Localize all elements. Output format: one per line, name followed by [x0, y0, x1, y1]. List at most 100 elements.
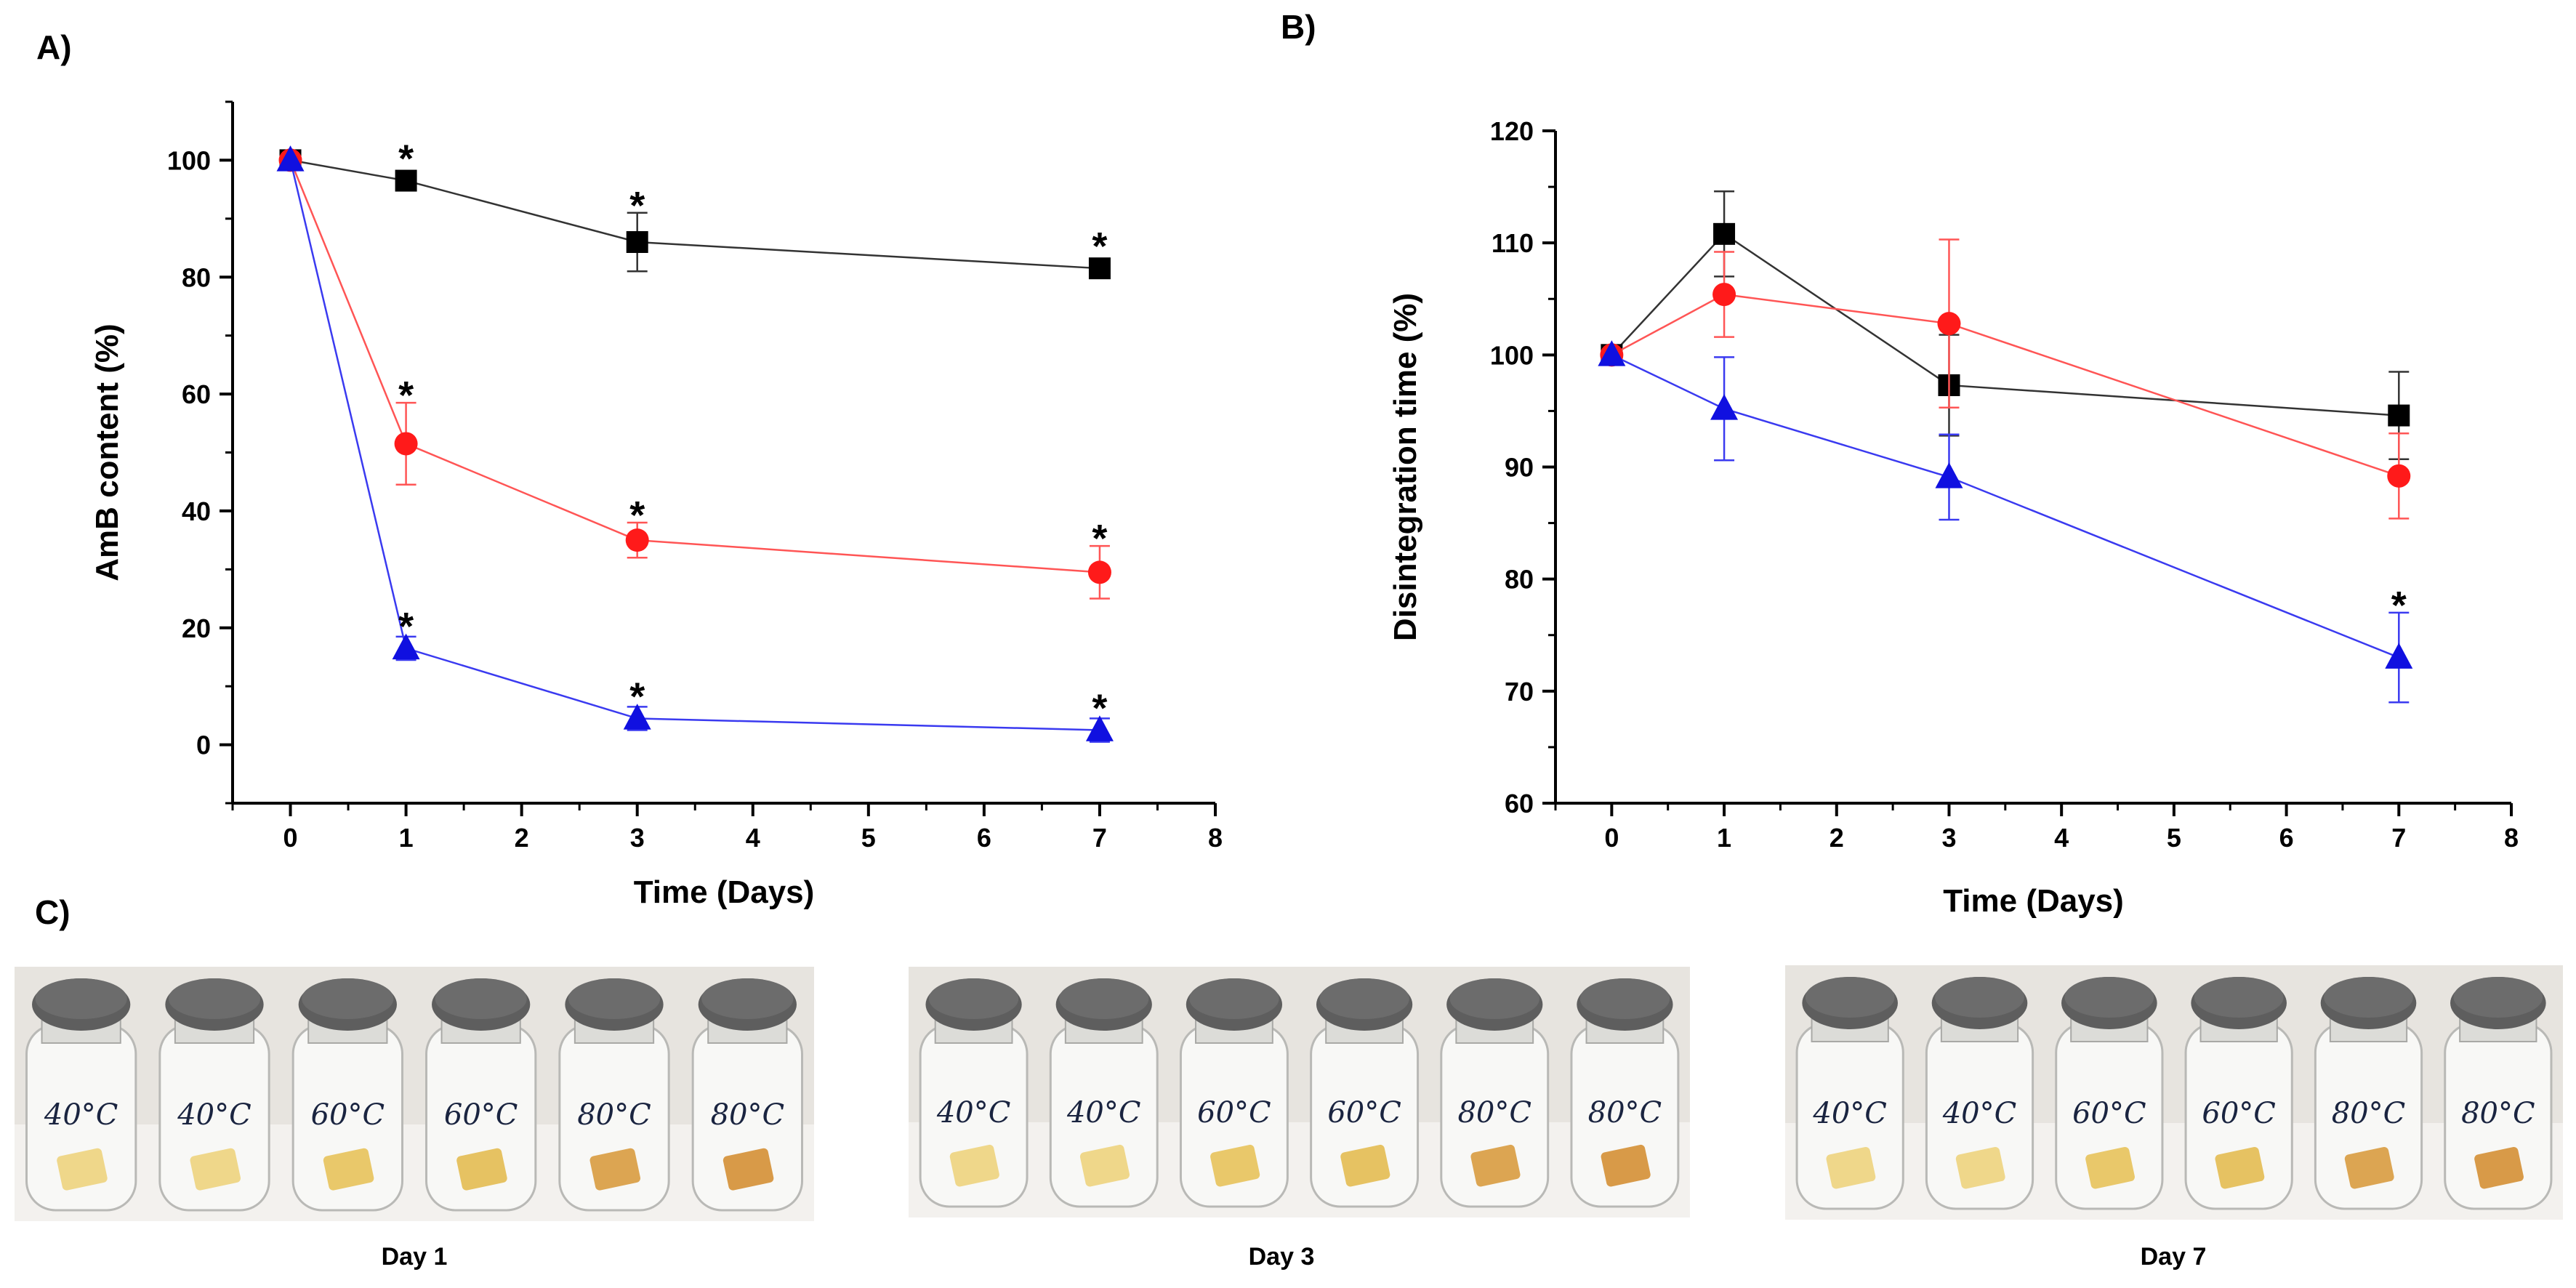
vial: 60°C — [425, 978, 537, 1212]
x-tick-label: 6 — [2279, 823, 2294, 853]
panel-label-c: C) — [35, 893, 71, 931]
vial: 60°C — [291, 978, 403, 1212]
significance-star: * — [629, 675, 645, 718]
x-axis-title: Time (Days) — [1943, 883, 2124, 919]
film-sample — [1079, 1144, 1130, 1187]
x-tick-label: 6 — [977, 823, 991, 853]
y-tick-label: 100 — [167, 145, 211, 175]
x-tick-label: 7 — [2391, 823, 2406, 853]
vial-label: 80°C — [2461, 1097, 2535, 1130]
vial-cap-top — [35, 978, 127, 1019]
y-tick-label: 110 — [1492, 228, 1534, 258]
caption-day-3: Day 3 — [1248, 1243, 1315, 1271]
significance-star: * — [2391, 584, 2407, 627]
bench-surface — [15, 1124, 814, 1221]
significance-star: * — [1092, 225, 1107, 268]
vial-cap-top — [1935, 977, 2024, 1018]
vial-label: 80°C — [577, 1098, 651, 1132]
significance-star: * — [629, 184, 645, 228]
data-point-square — [395, 169, 417, 192]
vial: 80°C — [558, 978, 670, 1212]
photo-day-1: 40°C 40°C 60°C 60°C 80°C 80°C — [15, 967, 814, 1221]
film-sample — [2474, 1146, 2524, 1189]
vial: 40°C — [158, 978, 270, 1212]
vial-cap-top — [435, 978, 527, 1019]
vials-day-7: 40°C 40°C 60°C 60°C 80°C 80°C — [1785, 965, 2563, 1220]
y-tick-label: 0 — [196, 730, 211, 760]
vial-label: 80°C — [1588, 1096, 1662, 1130]
film-sample — [2215, 1146, 2265, 1189]
vial-cap-top — [2194, 977, 2284, 1018]
data-point-triangle — [1085, 715, 1114, 741]
x-tick-label: 7 — [1092, 823, 1107, 853]
series-triangle: * * * — [276, 145, 1114, 743]
y-axis-title: Disintegration time (%) — [1388, 293, 1423, 641]
vial: 80°C — [1440, 978, 1550, 1208]
film-sample — [1210, 1144, 1260, 1187]
vial-label: 40°C — [44, 1098, 118, 1132]
photo-day-7: 40°C 40°C 60°C 60°C 80°C 80°C — [1785, 965, 2563, 1220]
series-square: * * * — [279, 137, 1111, 280]
vial-label: 80°C — [711, 1098, 785, 1132]
vial-cap-top — [2453, 977, 2543, 1018]
y-tick-label: 120 — [1490, 116, 1534, 146]
y-tick-label: 40 — [182, 496, 211, 526]
series-line — [290, 159, 1100, 270]
vial: 80°C — [2314, 977, 2423, 1210]
vial-label: 40°C — [1812, 1097, 1887, 1130]
vial-label: 40°C — [1066, 1096, 1141, 1130]
data-point-circle — [1087, 560, 1111, 584]
x-tick-label: 3 — [630, 823, 645, 853]
film-sample — [190, 1148, 241, 1191]
film-sample — [1826, 1146, 1876, 1189]
film-sample — [57, 1148, 108, 1191]
x-tick-label: 1 — [1717, 823, 1731, 853]
vials-day-3: 40°C 40°C 60°C 60°C 80°C 80°C — [909, 967, 1690, 1217]
significance-star: * — [398, 374, 414, 417]
vial: 40°C — [25, 978, 137, 1212]
vial: 60°C — [2055, 977, 2164, 1210]
y-tick-label: 80 — [182, 262, 211, 292]
data-point-circle — [625, 528, 649, 552]
data-point-circle — [394, 432, 418, 456]
vial-label: 60°C — [2072, 1097, 2146, 1130]
vial-label: 60°C — [1327, 1096, 1401, 1130]
vial-cap-top — [701, 978, 794, 1019]
vial-cap-top — [928, 978, 1019, 1019]
data-point-square — [2388, 404, 2410, 427]
data-point-circle — [2387, 464, 2411, 488]
vial: 60°C — [1310, 978, 1420, 1208]
x-tick-label: 2 — [1830, 823, 1844, 853]
y-tick-label: 60 — [1505, 789, 1534, 818]
series-line — [1611, 233, 2399, 416]
vial-cap-top — [2324, 977, 2413, 1018]
data-point-circle — [1937, 312, 1961, 336]
bench-surface — [1785, 1123, 2563, 1220]
series-triangle: * — [1598, 340, 2413, 704]
vial: 80°C — [1570, 978, 1680, 1208]
vial-cap-top — [2064, 977, 2154, 1018]
photo-day-3: 40°C 40°C 60°C 60°C 80°C 80°C — [909, 967, 1690, 1217]
vial: 80°C — [691, 978, 804, 1212]
caption-day-1: Day 1 — [381, 1243, 448, 1271]
vial-cap-top — [568, 978, 661, 1019]
vial: 40°C — [1925, 977, 2034, 1210]
x-tick-label: 0 — [1604, 823, 1619, 853]
panel-label-a: A) — [36, 28, 72, 66]
significance-star: * — [398, 137, 414, 181]
data-point-triangle — [392, 633, 420, 660]
bench-surface — [909, 1122, 1690, 1217]
series-line — [1611, 293, 2399, 478]
data-point-triangle — [2385, 643, 2413, 669]
x-tick-label: 8 — [1208, 823, 1223, 853]
y-tick-label: 20 — [182, 613, 211, 643]
film-sample — [1955, 1146, 2005, 1189]
x-tick-label: 1 — [399, 823, 414, 853]
vial-cap-top — [1449, 978, 1539, 1019]
vial-cap-top — [1059, 978, 1149, 1019]
vial-cap-top — [302, 978, 394, 1019]
chart-B: 0 1 2 3 4 5 6 7 8 60 70 80 90 100 110 120 Time (Days) Dis… — [1388, 116, 2519, 919]
vial-cap-top — [168, 978, 261, 1019]
